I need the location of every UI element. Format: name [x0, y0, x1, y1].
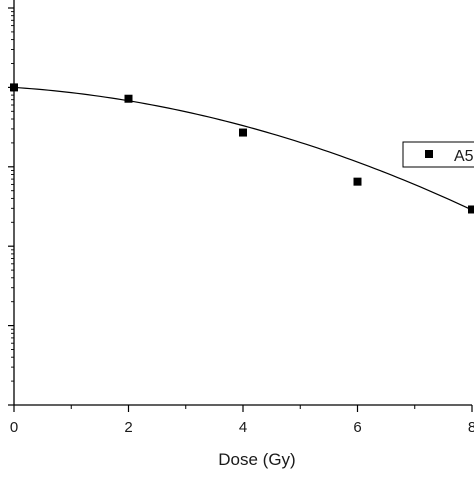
data-point — [353, 177, 362, 186]
x-axis-title: Dose (Gy) — [218, 450, 295, 469]
fit-curve — [13, 86, 473, 211]
data-point — [468, 205, 474, 214]
x-tick-label: 6 — [353, 419, 361, 436]
legend-label: A5 — [454, 148, 474, 165]
fit-curve-layer — [13, 86, 473, 211]
data-points-layer — [10, 83, 474, 214]
data-point — [124, 94, 133, 103]
x-tick-label: 2 — [124, 419, 132, 436]
legend: A5 — [402, 141, 474, 168]
data-point — [10, 83, 18, 92]
x-tick-label: 8 — [468, 419, 474, 436]
legend-box — [402, 141, 474, 168]
x-tick-label: 0 — [10, 419, 18, 436]
x-tick-label: 4 — [239, 419, 247, 436]
axes: 0 2 4 6 8 — [8, 0, 474, 436]
legend-marker — [425, 150, 433, 158]
data-point — [239, 128, 247, 137]
